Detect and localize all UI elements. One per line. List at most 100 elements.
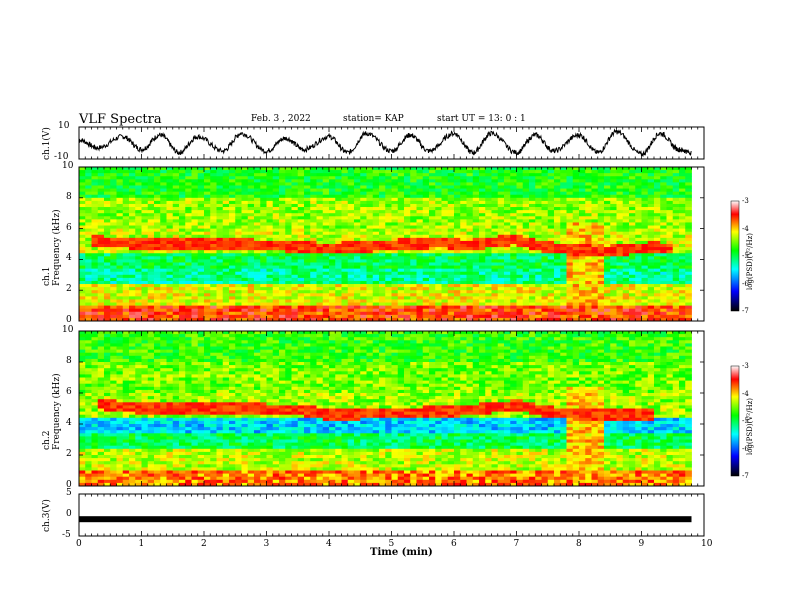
spectrogram-cell xyxy=(360,290,367,294)
spectrogram-cell xyxy=(447,296,455,300)
spectrogram-cell xyxy=(666,185,674,189)
spectrogram-cell xyxy=(672,293,680,297)
spectrogram-cell xyxy=(247,277,255,282)
spectrogram-cell xyxy=(79,317,86,322)
spectrogram-cell xyxy=(410,207,417,211)
spectrogram-cell xyxy=(647,173,655,177)
spectrogram-cell xyxy=(110,231,117,236)
spectrogram-cell xyxy=(454,185,461,189)
spectrogram-cell xyxy=(616,237,624,242)
spectrogram-cell xyxy=(97,250,105,254)
spectrogram-cell xyxy=(360,262,367,266)
spectrogram-cell xyxy=(266,185,274,189)
spectrogram-cell xyxy=(616,240,624,245)
spectrogram-cell xyxy=(447,293,455,297)
spectrogram-cell xyxy=(466,213,474,217)
spectrogram-cell xyxy=(385,244,392,248)
spectrogram-cell xyxy=(660,262,667,266)
spectrogram-cell xyxy=(479,176,486,180)
spectrogram-cell xyxy=(141,311,149,316)
spectrogram-cell xyxy=(541,305,549,310)
spectrogram-cell xyxy=(141,207,149,211)
spectrogram-cell xyxy=(322,271,330,276)
spectrogram-cell xyxy=(241,287,249,291)
spectrogram-cell xyxy=(210,311,217,316)
spectrogram-cell xyxy=(291,225,299,229)
spectrogram-cell xyxy=(654,176,661,180)
spectrogram-cell xyxy=(404,259,411,263)
spectrogram-cell xyxy=(285,317,292,322)
spectrogram-cell xyxy=(679,302,686,306)
spectrogram-cell xyxy=(672,225,680,229)
spectrogram-cell xyxy=(116,293,124,297)
spectrogram-cell xyxy=(354,293,361,297)
spectrogram-cell xyxy=(579,280,586,285)
spectrogram-cell xyxy=(529,173,536,177)
spectrogram-cell xyxy=(179,173,186,177)
spectrogram-cell xyxy=(129,207,136,211)
spectrogram-cell xyxy=(516,185,524,189)
spectrogram-cell xyxy=(447,182,455,186)
spectrogram-cell xyxy=(672,240,680,245)
spectrogram-cell xyxy=(116,225,124,229)
spectrogram-cell xyxy=(354,314,361,319)
spectrogram-cell xyxy=(597,228,605,233)
spectrogram-cell xyxy=(97,299,105,303)
spectrogram-cell xyxy=(147,262,155,266)
spectrogram-cell xyxy=(654,231,661,236)
spectrogram-cell xyxy=(316,284,324,288)
spectrogram-cell xyxy=(672,274,680,279)
spectrogram-cell xyxy=(141,287,149,291)
spectrogram-cell xyxy=(466,284,474,288)
spectrogram-cell xyxy=(554,280,561,285)
spectrogram-cell xyxy=(597,216,605,220)
spectrogram-cell xyxy=(391,274,399,279)
spectrogram-cell xyxy=(660,302,667,306)
spectrogram-cell xyxy=(185,200,192,205)
spectrogram-cell xyxy=(247,182,255,186)
spectrogram-cell xyxy=(385,271,392,276)
spectrogram-cell xyxy=(341,311,349,316)
spectrogram-cell xyxy=(379,271,386,276)
spectrogram-cell xyxy=(441,182,449,186)
spectrogram-cell xyxy=(260,213,267,217)
spectrogram-cell xyxy=(654,167,661,171)
spectrogram-cell xyxy=(316,317,324,322)
spectrogram-cell xyxy=(335,197,342,202)
spectrogram-cell xyxy=(272,197,280,202)
spectrogram-cell xyxy=(279,247,286,251)
spectrogram-cell xyxy=(429,311,436,316)
spectrogram-cell xyxy=(522,314,530,319)
spectrogram-cell xyxy=(266,287,274,291)
spectrogram-cell xyxy=(372,182,380,186)
spectrogram-cell xyxy=(110,311,117,316)
spectrogram-cell xyxy=(91,244,99,248)
spectrogram-cell xyxy=(541,271,549,276)
spectrogram-cell xyxy=(379,203,386,208)
spectrogram-cell xyxy=(322,210,330,214)
spectrogram-cell xyxy=(547,188,555,193)
spectrogram-cell xyxy=(197,237,205,242)
spectrogram-cell xyxy=(185,299,192,303)
spectrogram-cell xyxy=(254,176,261,180)
spectrogram-cell xyxy=(260,179,267,183)
spectrogram-cell xyxy=(341,302,349,306)
spectrogram-cell xyxy=(610,173,617,177)
spectrogram-cell xyxy=(541,237,549,242)
spectrogram-cell xyxy=(247,170,255,174)
spectrogram-cell xyxy=(160,200,167,205)
spectrogram-cell xyxy=(360,268,367,273)
spectrogram-cell xyxy=(522,311,530,316)
spectrogram-cell xyxy=(535,219,542,223)
spectrogram-cell xyxy=(129,210,136,214)
spectrogram-cell xyxy=(160,287,167,291)
spectrogram-cell xyxy=(254,250,261,254)
spectrogram-cell xyxy=(622,219,630,223)
spectrogram-cell xyxy=(397,219,405,223)
spectrogram-cell xyxy=(604,197,611,202)
spectrogram-cell xyxy=(591,225,599,229)
spectrogram-cell xyxy=(304,185,311,189)
spectrogram-cell xyxy=(529,247,536,251)
spectrogram-cell xyxy=(85,244,92,248)
spectrogram-cell xyxy=(297,265,305,270)
